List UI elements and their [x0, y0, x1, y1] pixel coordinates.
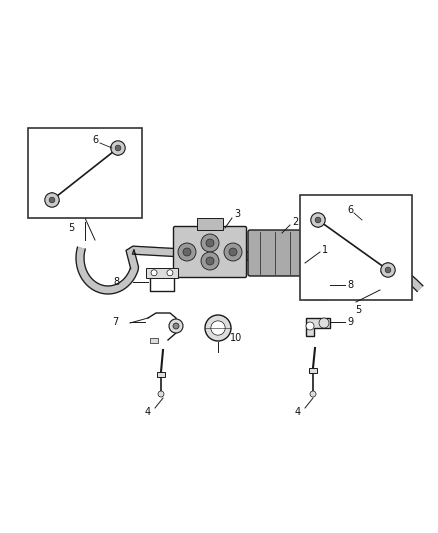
Circle shape	[45, 193, 59, 207]
Circle shape	[115, 145, 121, 151]
Text: 8: 8	[114, 277, 120, 287]
Bar	[28, 128, 142, 218]
Circle shape	[201, 252, 219, 270]
Circle shape	[206, 239, 214, 247]
Polygon shape	[314, 215, 325, 228]
Circle shape	[169, 319, 183, 333]
Circle shape	[211, 321, 225, 335]
FancyBboxPatch shape	[248, 230, 307, 276]
Circle shape	[381, 263, 395, 277]
Circle shape	[310, 391, 316, 397]
Text: 6: 6	[92, 135, 98, 145]
Bar	[309, 368, 317, 373]
Bar	[197, 218, 223, 230]
Polygon shape	[381, 263, 391, 274]
Polygon shape	[76, 246, 423, 294]
Circle shape	[321, 278, 327, 284]
Circle shape	[311, 213, 325, 227]
Circle shape	[173, 323, 179, 329]
Circle shape	[205, 315, 231, 341]
Circle shape	[385, 267, 391, 273]
Circle shape	[111, 141, 125, 155]
Circle shape	[305, 278, 311, 284]
Text: 4: 4	[145, 407, 151, 417]
Circle shape	[151, 270, 157, 276]
Text: 8: 8	[347, 280, 353, 290]
Circle shape	[167, 270, 173, 276]
Text: 1: 1	[322, 245, 328, 255]
Polygon shape	[111, 143, 122, 156]
Circle shape	[158, 391, 164, 397]
Circle shape	[319, 318, 329, 328]
FancyBboxPatch shape	[173, 227, 247, 278]
Bar	[300, 276, 332, 286]
Circle shape	[224, 243, 242, 261]
Circle shape	[315, 217, 321, 223]
Text: 7: 7	[112, 317, 118, 327]
Text: 3: 3	[234, 209, 240, 219]
Text: 4: 4	[295, 407, 301, 417]
Bar	[300, 195, 412, 300]
Polygon shape	[49, 192, 59, 205]
Circle shape	[183, 248, 191, 256]
Text: 9: 9	[347, 317, 353, 327]
Circle shape	[206, 257, 214, 265]
Circle shape	[229, 248, 237, 256]
Bar	[305, 240, 313, 266]
Text: 5: 5	[68, 223, 74, 233]
Bar	[157, 372, 165, 377]
Text: 2: 2	[292, 217, 298, 227]
Bar	[150, 338, 158, 343]
Polygon shape	[306, 318, 330, 336]
Bar	[146, 268, 178, 278]
Text: 10: 10	[230, 333, 242, 343]
Circle shape	[306, 322, 314, 330]
Text: 6: 6	[347, 205, 353, 215]
Circle shape	[201, 234, 219, 252]
Circle shape	[178, 243, 196, 261]
Circle shape	[49, 197, 55, 203]
Text: 5: 5	[355, 305, 361, 315]
